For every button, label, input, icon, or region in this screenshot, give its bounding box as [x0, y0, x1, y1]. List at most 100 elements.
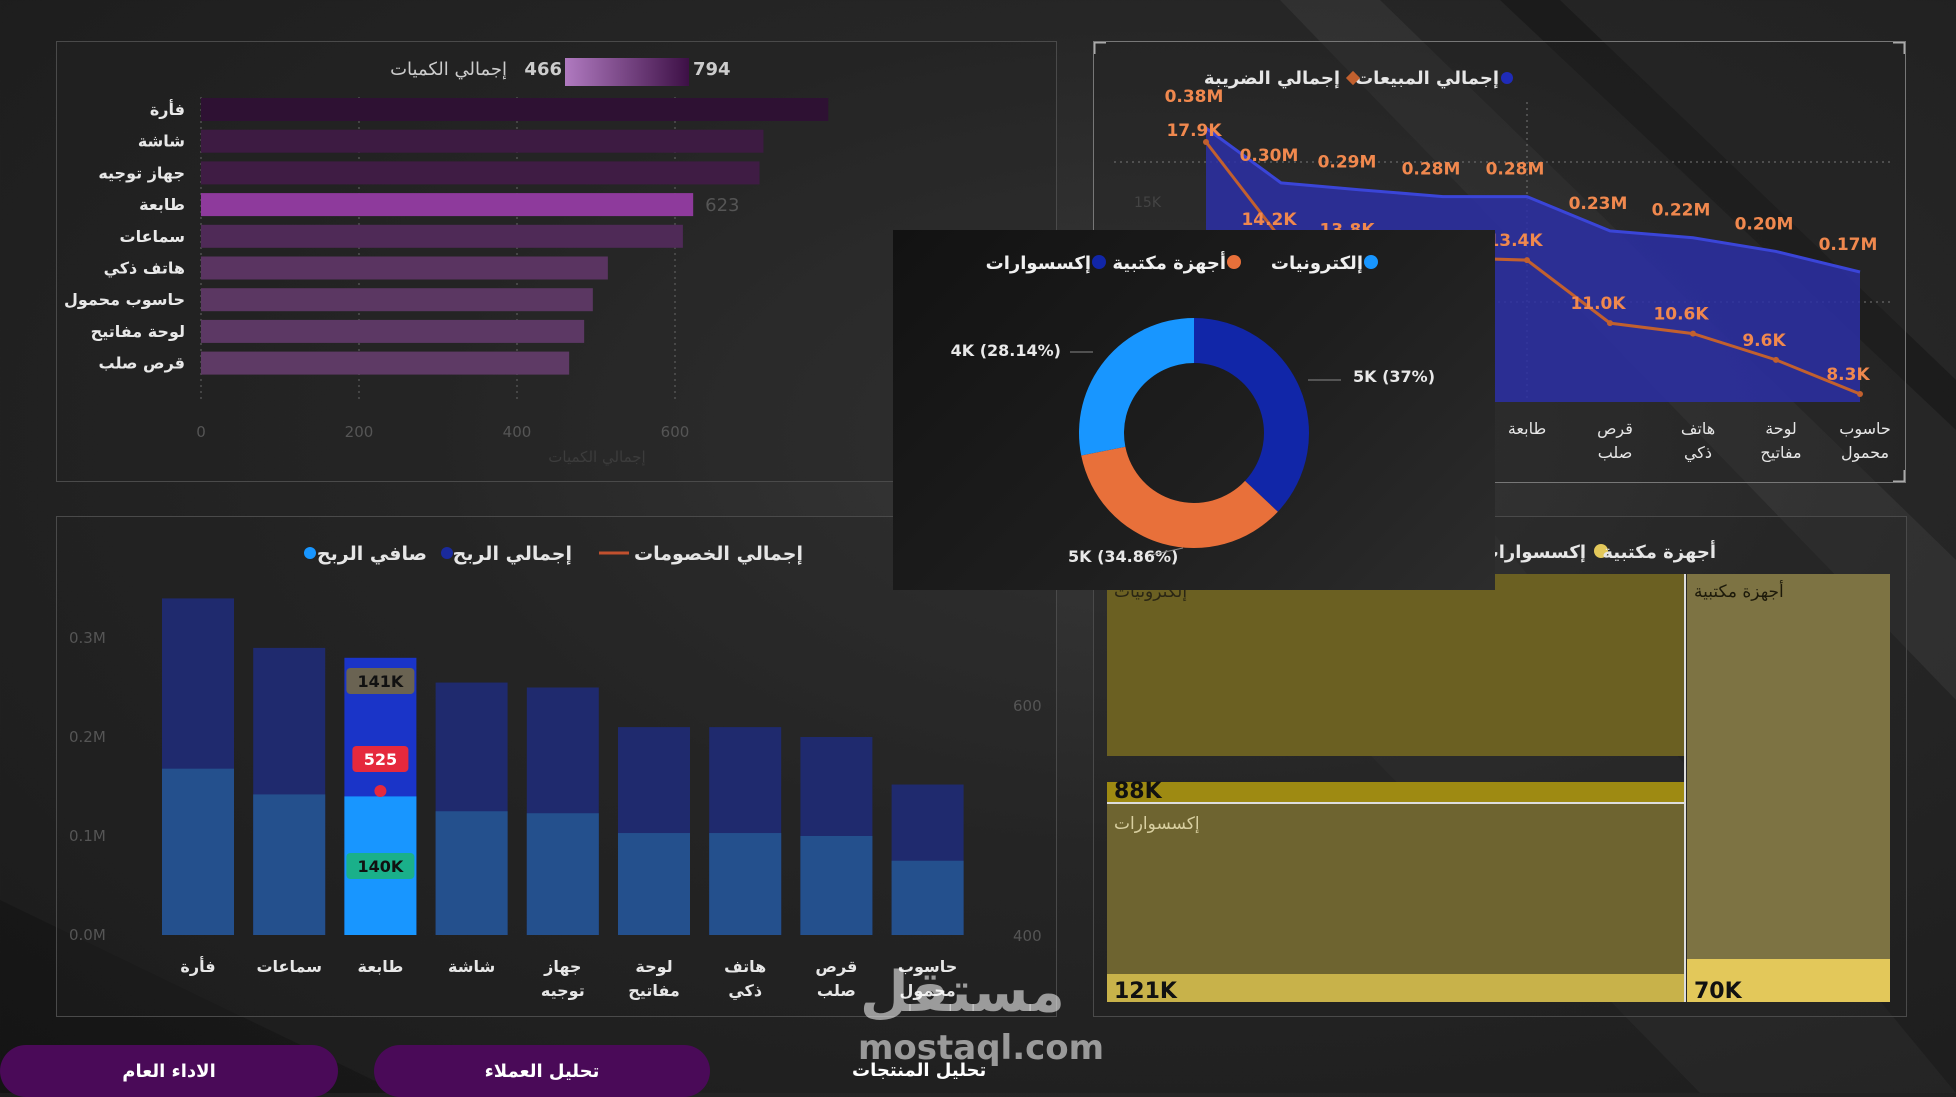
tax-point[interactable] — [1690, 330, 1696, 337]
sales-x-label: محمول — [1841, 443, 1889, 463]
qty-tick-label: 400 — [503, 423, 532, 441]
sales-x-label: هاتف — [1681, 419, 1715, 438]
profit-net-bar[interactable] — [618, 833, 690, 935]
quantities-panel: إجمالي الكميات 466 794 فأرة شاشة جهاز توجي… — [56, 41, 1057, 482]
qty-category-label: جهاز توجيه — [98, 163, 185, 182]
profit-x-label: فأرة — [180, 956, 215, 976]
treemap-bar-electronics — [1107, 782, 1685, 803]
tooltip-net-value: 140K — [358, 857, 404, 876]
qty-bar[interactable] — [201, 224, 683, 248]
tax-data-label: 17.9K — [1166, 121, 1222, 141]
qty-bar[interactable] — [201, 351, 570, 375]
treemap-bar-office — [1687, 959, 1890, 1002]
tax-data-label: 13.4K — [1487, 231, 1543, 251]
tax-point[interactable] — [1773, 356, 1779, 363]
treemap-accessories-label: إكسسوارات — [1114, 814, 1200, 834]
legend-net-label: صافي الربح — [317, 543, 427, 565]
legend-gross-label: إجمالي الربح — [453, 543, 572, 565]
nav-products-button[interactable]: تحليل المنتجات — [852, 1060, 987, 1081]
sales-data-label: 0.20M — [1735, 214, 1794, 234]
tax-data-label: 11.0K — [1570, 294, 1626, 314]
qty-bar[interactable] — [201, 161, 760, 185]
profit-right-tick: 400 — [1013, 927, 1042, 945]
donut-leader-line — [1150, 547, 1184, 556]
watermark-ar: مستقل — [860, 960, 1065, 1025]
tooltip-discount-value: 525 — [364, 750, 397, 769]
qty-category-label: فأرة — [150, 99, 185, 119]
qty-category-label: هاتف ذكي — [104, 259, 185, 279]
profit-x-label: طابعة — [357, 957, 403, 976]
donut-panel: إلكترونيات أجهزة مكتبية إكسسوارات 5K (37%)… — [893, 230, 1495, 590]
treemap-electronics-value: 88K — [1114, 779, 1163, 804]
profit-net-bar[interactable] — [800, 836, 873, 935]
tax-data-label: 10.6K — [1653, 305, 1709, 325]
profit-x-label: شاشة — [448, 957, 495, 976]
donut-slice[interactable] — [1081, 446, 1278, 548]
profit-x-label: جهاز — [543, 957, 581, 976]
tax-point[interactable] — [1607, 320, 1613, 327]
sales-data-label: 0.38M — [1165, 87, 1224, 107]
donut-slice[interactable] — [1079, 318, 1194, 456]
treemap-legend-accessories-label: إكسسوارات — [1481, 542, 1586, 563]
qty-tick-label: 0 — [196, 423, 206, 441]
profit-x-label: هاتف — [724, 957, 766, 976]
profit-x-label: محمول — [900, 981, 956, 1000]
qty-bar[interactable] — [201, 129, 764, 153]
profit-y-tick: 0.3M — [69, 629, 106, 647]
profit-net-bar[interactable] — [162, 768, 234, 935]
treemap-legend-office-marker — [1594, 544, 1608, 558]
treemap-cell-accessories[interactable] — [1107, 804, 1685, 974]
sales-x-label: حاسوب — [1839, 419, 1891, 439]
qty-category-label: طابعة — [139, 195, 185, 214]
profit-net-bar[interactable] — [253, 794, 326, 935]
treemap-bar-accessories — [1107, 974, 1685, 1002]
legend-tax-label: إجمالي الضريبة — [1204, 68, 1340, 89]
donut-slice-label: 4K (28.14%) — [951, 341, 1061, 360]
tooltip-discount-box — [352, 746, 409, 772]
sales-line — [1205, 126, 1861, 274]
qty-bar[interactable] — [201, 319, 585, 343]
profit-net-bar[interactable] — [526, 813, 599, 935]
treemap-cell-office[interactable] — [1687, 574, 1890, 959]
qty-category-label: شاشة — [138, 132, 185, 151]
profit-y-tick: 0.2M — [69, 728, 106, 746]
nav-overall-button[interactable]: الاداء العام — [0, 1045, 338, 1097]
qty-bar[interactable] — [201, 288, 593, 312]
nav-customers-button[interactable]: تحليل العملاء — [374, 1045, 710, 1097]
legend-max-value: 794 — [693, 59, 731, 80]
treemap-office-value: 70K — [1694, 979, 1743, 1004]
donut-slice[interactable] — [1194, 318, 1309, 512]
quantities-x-label: إجمالي الكميات — [548, 448, 645, 467]
profit-net-bar[interactable] — [709, 833, 782, 935]
tax-point[interactable] — [1524, 257, 1530, 264]
legend-gross-marker — [441, 547, 453, 559]
sales-x-label: لوحة — [1765, 419, 1797, 439]
tax-point[interactable] — [1203, 139, 1209, 145]
profit-y-tick: 0.0M — [69, 926, 106, 944]
treemap-office-label: أجهزة مكتبية — [1694, 580, 1784, 602]
donut-legend-label: إكسسوارات — [986, 253, 1091, 274]
sales-data-label: 0.23M — [1569, 194, 1628, 214]
qty-bar[interactable] — [201, 193, 694, 217]
profit-net-bar[interactable] — [435, 811, 508, 935]
qty-bar[interactable] — [201, 256, 608, 280]
treemap-legend-office-label: أجهزة مكتبية — [1602, 540, 1716, 563]
profit-net-bar[interactable] — [891, 860, 964, 935]
qty-category-label: قرص صلب — [99, 354, 185, 373]
tax-point[interactable] — [1857, 391, 1863, 397]
profit-panel: إجمالي الخصومات إجمالي الربح صافي الربح 0.… — [56, 516, 1057, 1017]
qty-bar[interactable] — [201, 98, 829, 121]
legend-sales-marker — [1501, 72, 1513, 84]
legend-discount-label: إجمالي الخصومات — [634, 543, 803, 565]
sales-x-label: ذكي — [1684, 443, 1712, 463]
profit-chart: إجمالي الخصومات إجمالي الربح صافي الربح 0.… — [69, 543, 1042, 1001]
profit-x-label: مفاتيح — [628, 981, 680, 1000]
profit-x-label: توجيه — [541, 981, 585, 1000]
sales-x-label: صلب — [1598, 443, 1633, 462]
treemap-cell-electronics[interactable] — [1107, 574, 1685, 756]
sales-data-label: 0.30M — [1240, 146, 1299, 166]
profit-x-label: لوحة — [635, 957, 672, 976]
sales-x-label: طابعة — [1508, 419, 1546, 438]
tax-data-label: 14.2K — [1241, 210, 1297, 230]
sales-x-label: مفاتيح — [1760, 443, 1801, 463]
